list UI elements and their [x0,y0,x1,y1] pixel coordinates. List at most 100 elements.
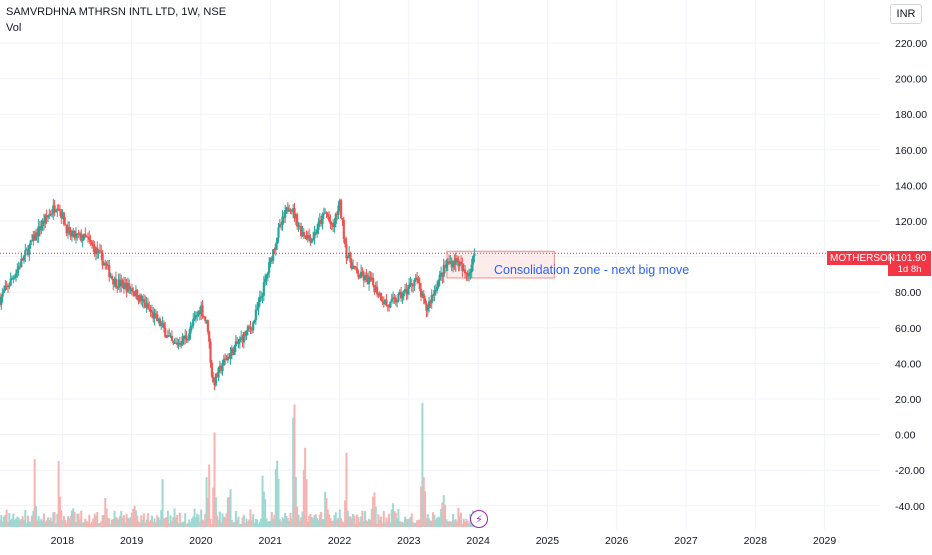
volume-bar [313,515,316,527]
volume-bar [436,517,439,527]
candle-body [337,205,340,215]
candle-body [38,226,42,231]
candle-body [26,249,30,256]
candle-body [395,301,399,303]
candle-body [233,346,236,355]
volume-bar [368,518,371,527]
volume-bar [454,519,457,527]
volume-bar [288,521,291,527]
candle-body [317,222,320,230]
candle-body [180,344,183,346]
volume-bar [425,518,428,527]
volume-bar [42,513,45,527]
candle-body [264,278,267,283]
volume-bar [189,522,192,527]
volume-bar [322,519,325,527]
candle-body [250,328,253,331]
volume-bar [402,522,405,527]
candle-body [378,293,381,296]
candle-body [425,303,428,311]
candle-body [216,373,219,378]
volume-bar [105,508,108,527]
volume-bar [97,523,100,527]
volume-bar [33,459,36,527]
volume-bar [106,518,109,527]
volume-bar [389,522,392,527]
candle-body [132,291,135,293]
volume-bar [157,517,160,527]
candle-body [34,232,38,241]
volume-bar [392,503,395,527]
candle-body [236,341,239,344]
candle-body [354,267,357,269]
volume-bar [265,518,268,527]
candle-body [376,286,379,295]
volume-bar [152,521,155,527]
candle-body [109,276,112,278]
candle-body [369,277,372,281]
volume-bar [284,512,287,527]
candle-body [81,239,84,242]
candle-body [33,234,36,241]
candle-body [324,212,327,214]
volume-bar [360,516,363,527]
volume-bar [294,476,297,527]
candle-body [160,324,163,326]
volume-bars [0,403,476,527]
volume-bar [233,521,236,527]
candle-body [94,247,98,254]
candle-body [80,233,83,242]
volume-bar [276,460,279,527]
candle-body [352,265,355,270]
candle-body [377,294,380,296]
volume-bar [305,479,308,527]
volume-bar [336,519,339,527]
volume-bar [286,518,289,527]
volume-bar [377,514,380,527]
candle-body [281,216,284,226]
candle-body [330,222,333,225]
volume-bar [72,508,75,527]
lightning-bolt-icon[interactable]: ⚡ [470,510,488,528]
candle-body [40,226,43,231]
zone-annotation[interactable]: Consolidation zone - next big move [494,263,690,277]
x-axis[interactable]: 2018 2019 2020 2021 2022 2023 2024 2025 2026 2027… [51,535,837,547]
candle-body [74,234,78,238]
candle-body [445,264,448,268]
volume-bar [78,519,81,527]
volume-bar [176,515,179,527]
volume-bar [409,517,412,527]
candle-body [158,318,162,326]
currency-button[interactable]: INR [890,4,922,24]
volume-bar [296,506,299,527]
volume-bar [308,515,311,527]
candle-body [65,224,68,234]
volume-bar [69,515,72,527]
candle-body [8,285,11,287]
volume-bar [204,514,207,527]
volume-bar [49,517,52,527]
candle-body [45,215,48,218]
candle-body [321,214,324,225]
candle-body [334,213,337,224]
candle-body [391,297,395,300]
volume-bar [380,516,383,527]
volume-bar [258,521,261,527]
volume-bar [302,469,305,527]
candle-body [390,299,393,302]
candle-body [473,253,476,257]
volume-bar [220,522,223,527]
candle-body [89,239,92,242]
candle-body [6,285,10,287]
candle-body [165,336,168,338]
volume-bar [424,491,427,527]
volume-bar [213,432,216,527]
volume-bar [441,502,444,527]
volume-bar [400,522,403,527]
volume-bar [6,521,9,527]
candle-body [385,299,388,306]
candle-body [294,214,297,219]
y-tick-label: 0.00 [895,430,916,442]
